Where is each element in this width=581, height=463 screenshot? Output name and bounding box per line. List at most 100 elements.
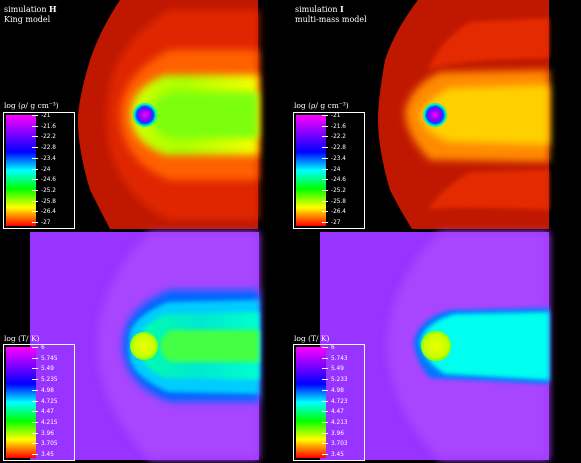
temperature-map-H: [30, 232, 259, 460]
colorbar-tick-label: -25.8: [32, 198, 56, 205]
colorbar-tick-label: -25.8: [322, 199, 346, 205]
colorbar-tick-label: -24: [32, 166, 51, 173]
tick-mark: [322, 411, 328, 413]
colorbar-tick-label: 5.233: [322, 377, 348, 384]
tick-text: -24: [331, 166, 341, 173]
tick-mark: [322, 200, 328, 202]
colorbar-gradient: [296, 115, 326, 226]
tick-mark: [32, 389, 38, 391]
colorbar-tick-label: 4.215: [32, 419, 58, 426]
colorbar-tick-label: 6: [32, 345, 45, 351]
colorbar-tick-label: -23.4: [322, 156, 346, 162]
colorbar-tick-label: 4.47: [322, 409, 344, 415]
colorbar-tick-label: -26.4: [322, 209, 346, 215]
tick-text: 5.233: [331, 377, 348, 384]
tick-mark: [322, 179, 328, 181]
tick-text: -21: [41, 113, 51, 119]
tick-mark: [322, 125, 328, 127]
colorbar-tick-label: 3.45: [322, 452, 344, 458]
tick-text: -22.8: [41, 145, 56, 152]
tick-text: -26.4: [41, 209, 56, 216]
panel-title-H: simulation H King model: [4, 4, 57, 25]
colorbar-tick-label: 5.743: [322, 356, 348, 362]
tick-text: 5.745: [41, 355, 58, 362]
tick-text: 5.49: [41, 366, 54, 373]
tick-mark: [32, 400, 38, 402]
tick-text: -27: [331, 220, 341, 226]
tick-mark: [322, 443, 328, 445]
tick-text: 3.705: [41, 441, 58, 448]
tick-mark: [32, 200, 38, 202]
tick-text: -22.2: [41, 134, 56, 141]
tick-mark: [322, 400, 328, 402]
colorbar-tick-label: 3.45: [32, 452, 54, 458]
colorbar-tick-label: -25.2: [322, 188, 346, 194]
panel-subtitle-I: multi-mass model: [295, 15, 367, 24]
colorbar-tick-label: -22.8: [32, 145, 56, 152]
tick-text: 4.215: [41, 419, 58, 426]
colorbar-tick-label: -21: [32, 113, 51, 119]
tick-mark: [322, 222, 328, 223]
tick-mark: [32, 454, 38, 455]
density-map-I: [378, 0, 549, 229]
colorbar-tick-label: -27: [32, 220, 50, 226]
colorbar-tick-label: -21.6: [32, 124, 56, 130]
colorbar-tick-label: 5.49: [322, 366, 344, 373]
tick-text: -21: [331, 113, 341, 119]
tick-mark: [322, 115, 328, 116]
tick-mark: [32, 432, 38, 434]
colorbar-tick-label: -25.2: [32, 187, 56, 194]
colorbar-ticks: -21 -21.6 -22.2 -22.8 -23.4 -24 -24.6 -25.2 -25.…: [32, 113, 74, 228]
title-prefix: simulation: [295, 5, 341, 14]
colorbar-gradient: [6, 347, 36, 458]
tick-mark: [32, 157, 38, 159]
tick-mark: [32, 179, 38, 181]
tick-text: 3.45: [41, 452, 54, 458]
tick-mark: [32, 168, 38, 170]
tick-text: -22.2: [331, 134, 346, 141]
colorbar-tick-label: 3.705: [32, 441, 58, 448]
tick-mark: [322, 379, 328, 381]
density-colorbar-I: -21 -21.6 -22.2 -22.8 -23.4 -24 -24.6 -25.2 -25.…: [293, 112, 365, 229]
temperature-colorbar-H: 6 5.745 5.49 5.235 4.98 4.725 4.47 4.215 3.96 3.7…: [3, 344, 75, 461]
tick-text: 4.98: [41, 387, 54, 394]
temperature-map-I: [320, 232, 549, 460]
tick-text: -24: [41, 166, 51, 173]
colorbar-tick-label: -22.8: [322, 145, 346, 151]
tick-mark: [322, 136, 328, 138]
temperature-scale-label-I: log (T/ K): [294, 334, 330, 343]
tick-mark: [32, 222, 38, 223]
tick-text: -24.6: [331, 177, 346, 184]
tick-text: 5.49: [331, 366, 344, 373]
tick-text: -24.6: [41, 177, 56, 184]
tick-mark: [322, 357, 328, 359]
tick-mark: [32, 115, 38, 116]
tick-text: 3.703: [331, 441, 348, 448]
density-scale-label-I: log (ρ/ g cm⁻³): [294, 101, 349, 110]
colorbar-tick-label: -21.6: [322, 123, 346, 130]
simulation-id: I: [340, 4, 344, 14]
colorbar-tick-label: 3.703: [322, 441, 348, 448]
tick-text: -25.8: [41, 198, 56, 205]
colorbar-ticks: -21 -21.6 -22.2 -22.8 -23.4 -24 -24.6 -25.2 -25.…: [322, 113, 364, 228]
colorbar-tick-label: 3.96: [322, 431, 344, 437]
tick-mark: [322, 454, 328, 455]
tick-text: -25.2: [41, 187, 56, 194]
tick-text: -23.4: [41, 155, 56, 162]
tick-text: 3.96: [41, 430, 54, 437]
density-colorbar-H: -21 -21.6 -22.2 -22.8 -23.4 -24 -24.6 -25.2 -25.…: [3, 112, 75, 229]
tick-mark: [32, 211, 38, 213]
tick-text: -21.6: [331, 123, 346, 130]
tick-text: 4.723: [331, 398, 348, 405]
tick-text: 6: [331, 345, 335, 351]
tick-text: 4.47: [41, 409, 54, 416]
tick-mark: [322, 432, 328, 434]
colorbar-tick-label: 6: [322, 345, 335, 351]
colorbar-tick-label: 4.98: [322, 388, 344, 394]
colorbar-gradient: [296, 347, 326, 458]
tick-mark: [322, 421, 328, 423]
tick-mark: [322, 211, 328, 213]
colorbar-tick-label: 4.98: [32, 387, 54, 394]
tick-mark: [32, 147, 38, 149]
colorbar-tick-label: -22.2: [32, 134, 56, 141]
